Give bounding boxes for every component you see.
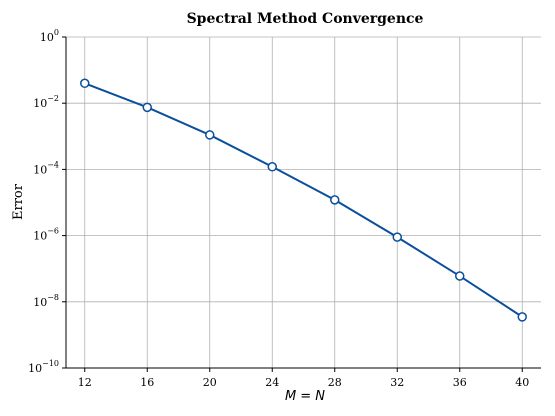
series-layer <box>80 78 527 322</box>
y-tick-label: 10−4 <box>33 160 59 176</box>
x-tick-label: 16 <box>140 376 154 389</box>
x-tick-label: 32 <box>390 376 404 389</box>
y-tick-label: 10−2 <box>33 94 59 110</box>
x-tick-label: 20 <box>203 376 217 389</box>
y-tick-label: 100 <box>40 28 59 44</box>
y-axis-ticks: 100 10−2 10−4 10−6 10−8 10−10 <box>28 28 66 375</box>
data-point <box>517 312 527 322</box>
data-point <box>142 102 152 113</box>
y-tick-label: 10−6 <box>33 227 59 243</box>
x-tick-label: 40 <box>515 376 529 389</box>
data-point <box>330 195 340 205</box>
x-tick-label: 24 <box>265 376 279 389</box>
data-point <box>392 232 402 242</box>
y-tick-label: 10−10 <box>28 359 59 375</box>
data-point <box>455 271 465 281</box>
chart-title: Spectral Method Convergence <box>187 11 424 27</box>
x-tick-label: 36 <box>453 376 467 389</box>
x-tick-label: 28 <box>328 376 342 389</box>
x-axis-label: M = N <box>285 389 325 404</box>
y-tick-label: 10−8 <box>33 293 59 309</box>
axes-spines <box>65 37 541 369</box>
x-tick-label: 12 <box>78 376 92 389</box>
y-axis-label: Error <box>11 183 26 220</box>
x-axis-ticks: 12 16 20 24 28 32 36 40 <box>78 368 529 389</box>
series-line <box>84 82 523 318</box>
data-point <box>205 130 215 140</box>
grid-layer <box>66 36 541 369</box>
data-point <box>80 78 90 89</box>
data-point <box>267 162 277 172</box>
